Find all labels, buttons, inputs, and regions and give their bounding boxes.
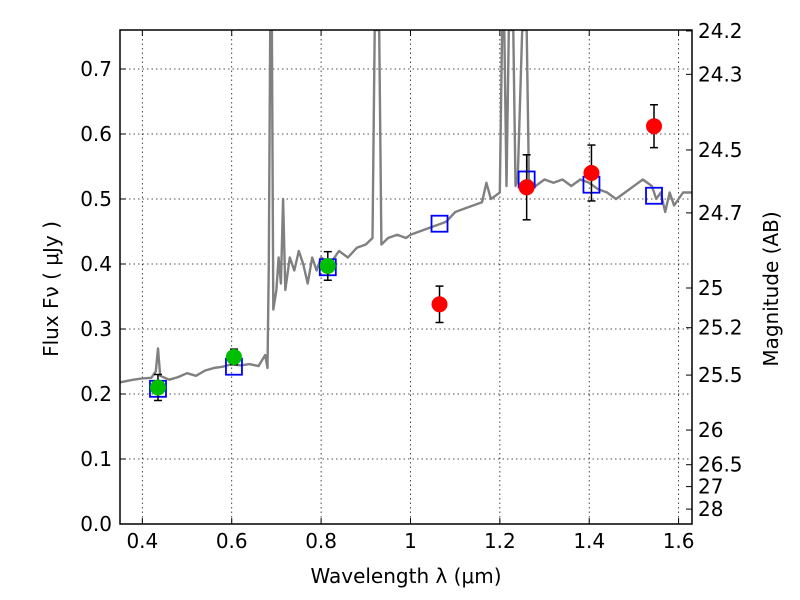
y-tick-label: 0.2 [80, 382, 112, 406]
x-tick-label: 0.4 [126, 529, 158, 553]
right-tick-label: 25 [698, 276, 723, 300]
data-point [583, 165, 600, 181]
data-point [225, 348, 242, 365]
x-tick-label: 0.8 [305, 529, 337, 553]
y-tick-label: 0.3 [80, 317, 112, 341]
x-tick-label: 1 [404, 529, 417, 553]
right-tick-label: 24.5 [698, 138, 743, 162]
model-squares-series [149, 170, 663, 398]
right-tick-label: 27 [698, 475, 723, 499]
observed-points-series [149, 104, 663, 402]
y-tick-label: 0.1 [80, 447, 112, 471]
grid [120, 30, 692, 524]
spectrum-series [120, 30, 692, 384]
model-square [645, 186, 663, 205]
data-point [319, 257, 336, 274]
x-tick-label: 0.6 [216, 529, 248, 553]
right-tick-label: 25.2 [698, 316, 743, 340]
y-axis-label: Flux Fν ( μJy ) [39, 221, 63, 357]
data-point [149, 379, 166, 396]
y-tick-label: 0.6 [80, 122, 112, 146]
y-tick-label: 0.4 [80, 252, 112, 276]
right-tick-label: 24.3 [698, 62, 743, 86]
right-axis-label: Magnitude (AB) [759, 211, 783, 366]
plot-frame [119, 29, 693, 525]
data-point [431, 296, 448, 313]
right-tick-label: 26 [698, 418, 723, 442]
model-square [430, 214, 449, 233]
x-axis-label: Wavelength λ (μm) [310, 564, 501, 588]
x-tick-label: 1.4 [573, 529, 605, 553]
y-tick-label: 0.7 [80, 57, 112, 81]
x-tick-label: 1.6 [663, 529, 695, 553]
right-tick-label: 24.7 [698, 201, 743, 225]
right-tick-label: 26.5 [698, 453, 743, 477]
data-point [646, 118, 663, 135]
y-tick-label: 0.5 [80, 187, 112, 211]
x-tick-label: 1.2 [484, 529, 516, 553]
right-tick-label: 28 [698, 497, 723, 521]
x-axis-ticks: 0.4 0.6 0.8 1 1.2 1.4 1.6 [126, 30, 695, 553]
right-tick-label: 24.2 [698, 19, 743, 43]
y-tick-label: 0.0 [80, 512, 112, 536]
right-tick-label: 25.5 [698, 363, 743, 387]
data-point [518, 179, 535, 196]
y-axis-ticks: 0.0 0.1 0.2 0.3 0.4 0.5 0.6 0.7 [80, 57, 126, 536]
spectrum-line [120, 30, 692, 384]
